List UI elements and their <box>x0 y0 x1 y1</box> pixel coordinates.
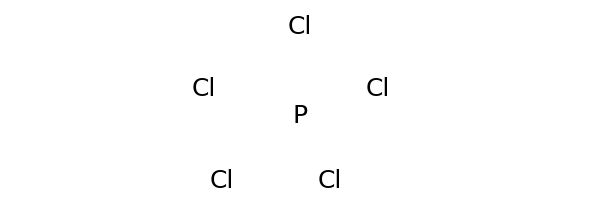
Text: Cl: Cl <box>366 77 390 102</box>
Text: Cl: Cl <box>288 15 312 39</box>
Text: Cl: Cl <box>210 169 234 193</box>
Text: P: P <box>292 104 308 129</box>
Text: Cl: Cl <box>318 169 342 193</box>
Text: Cl: Cl <box>192 77 216 102</box>
